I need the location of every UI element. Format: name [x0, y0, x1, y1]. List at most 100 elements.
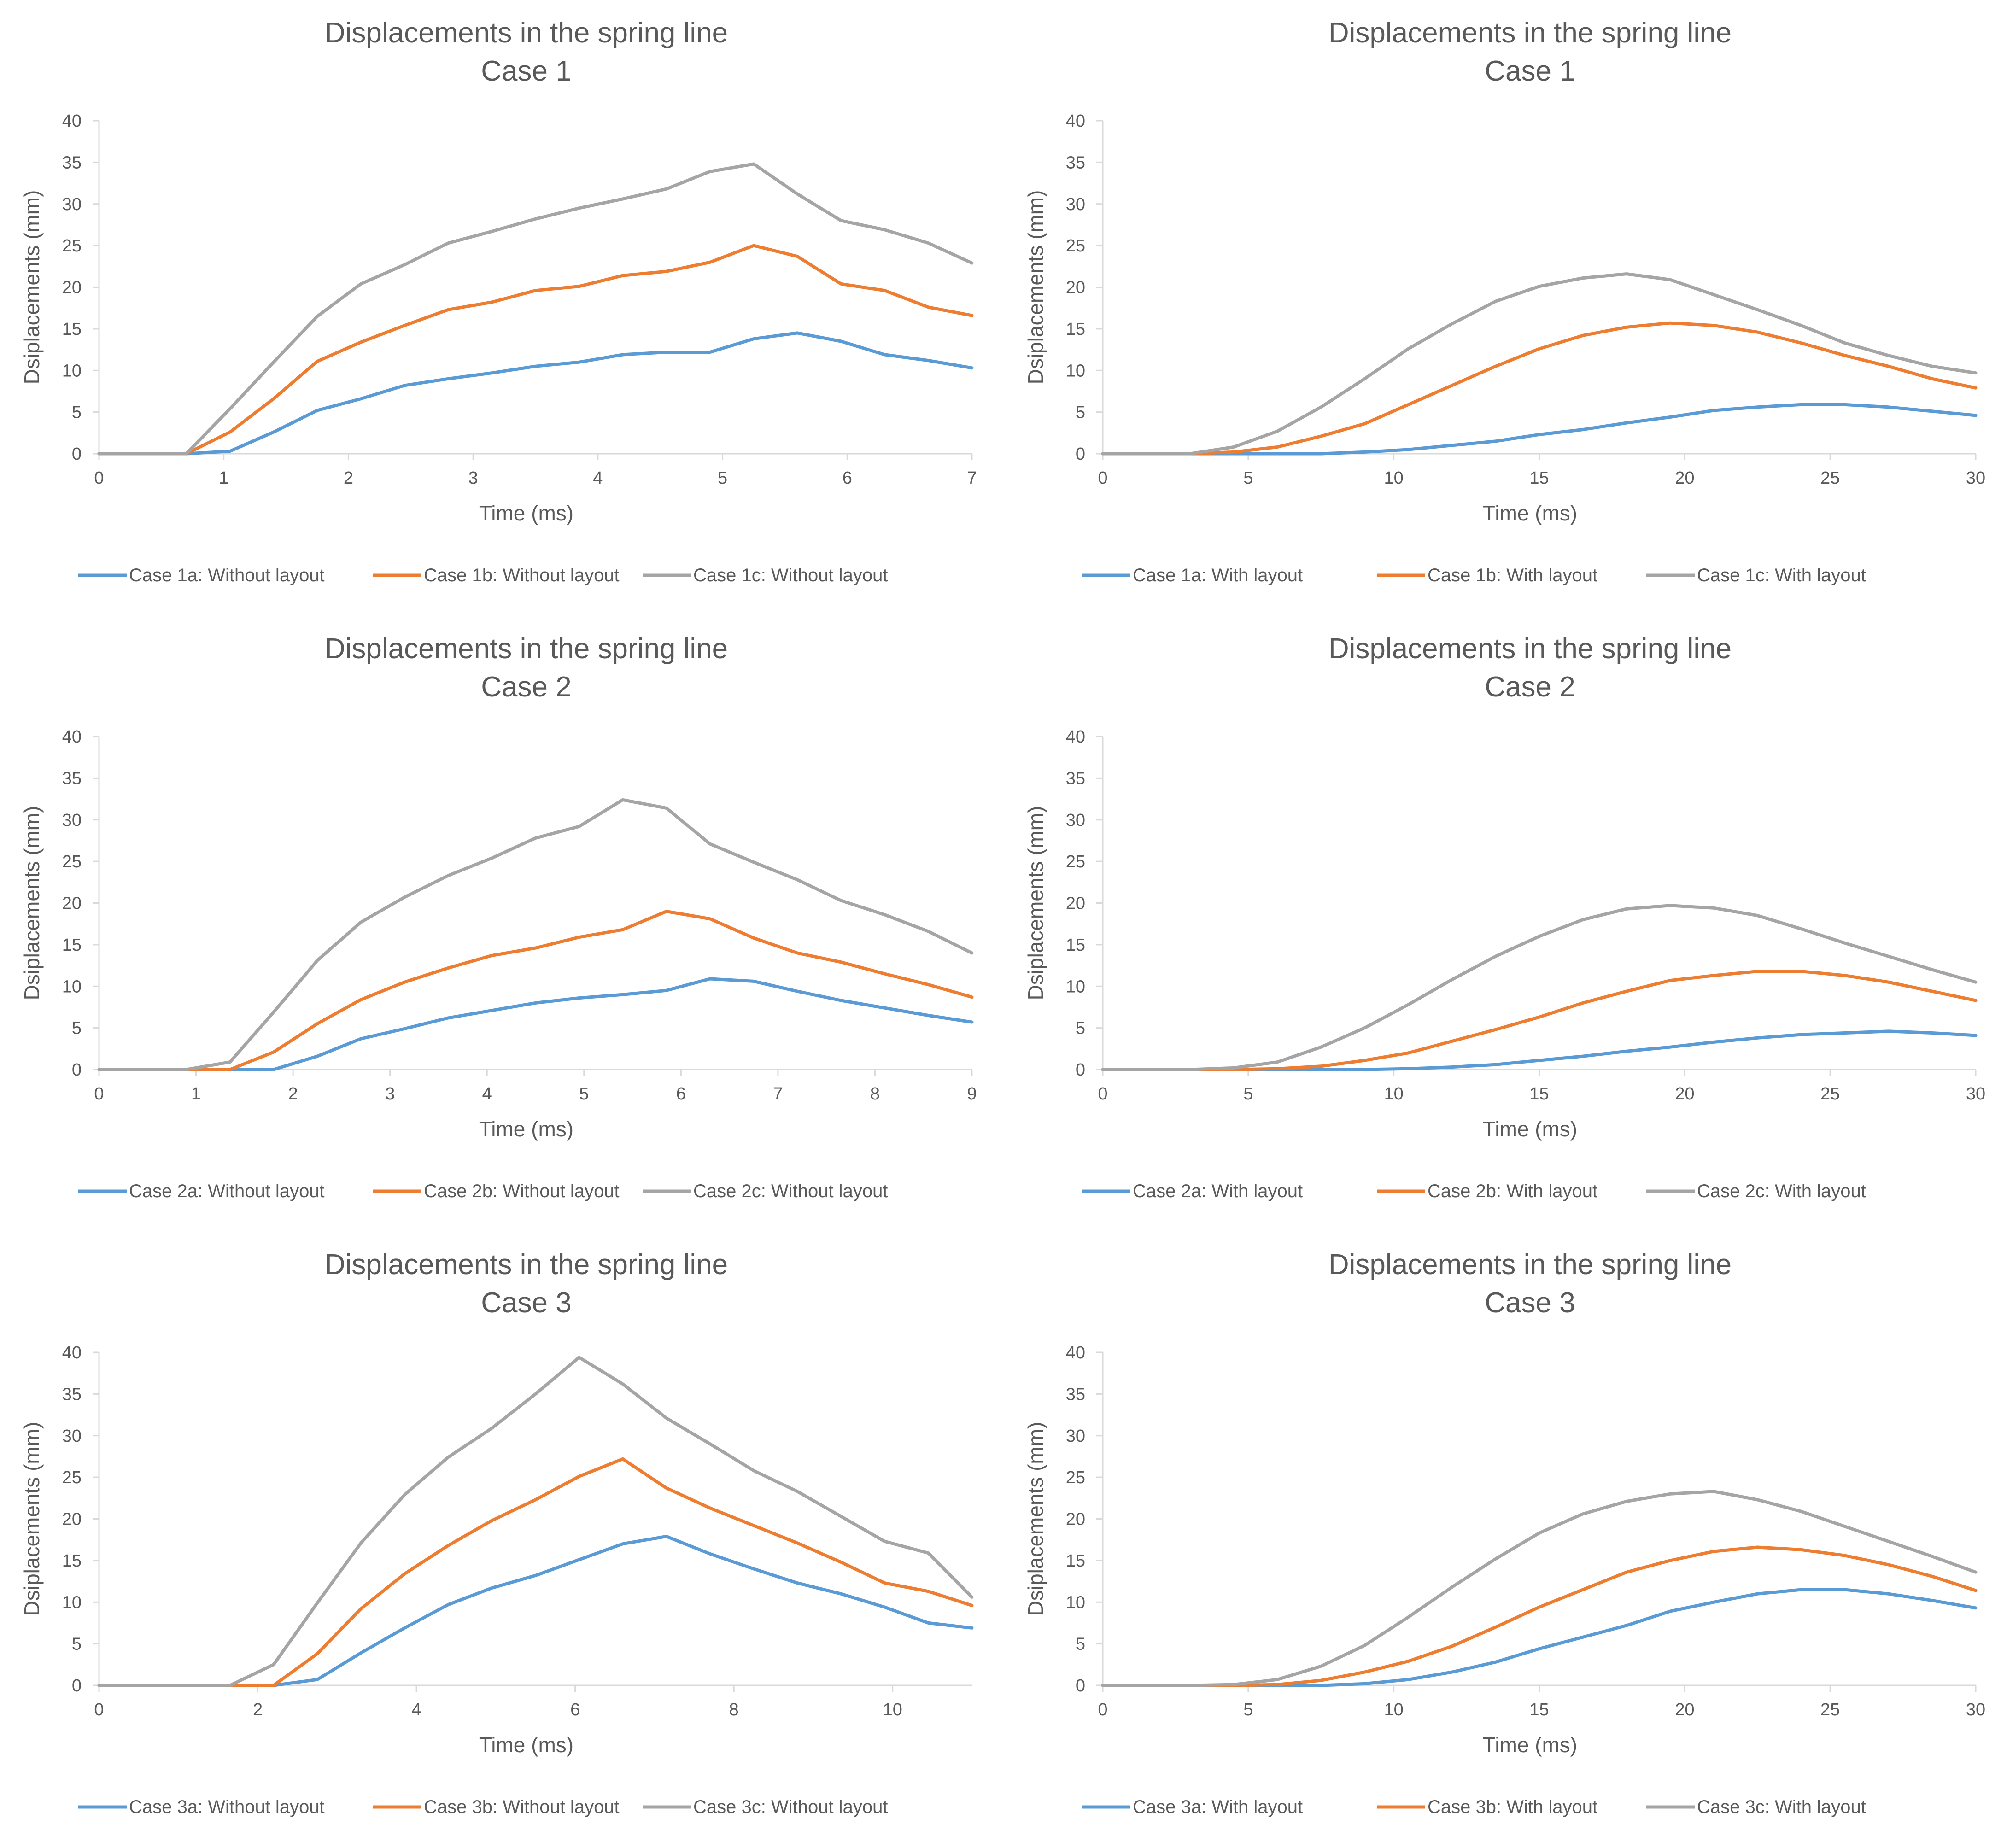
y-tick-label: 5 — [72, 1635, 82, 1654]
chart-subtitle: Case 2 — [481, 671, 571, 703]
legend-item[interactable]: Case 2c: With layout — [1646, 1181, 1866, 1201]
y-tick-label: 35 — [1066, 153, 1085, 172]
legend-item[interactable]: Case 1b: Without layout — [373, 565, 620, 585]
x-tick-label: 4 — [482, 1084, 492, 1104]
legend-item[interactable]: Case 1a: With layout — [1082, 565, 1303, 585]
x-axis-label: Time (ms) — [1483, 1733, 1577, 1757]
legend-label: Case 2b: Without layout — [424, 1181, 620, 1201]
legend-item[interactable]: Case 3c: Without layout — [643, 1797, 888, 1817]
y-tick-label: 5 — [1076, 403, 1085, 422]
y-tick-label: 0 — [72, 444, 82, 464]
chart-svg: Displacements in the spring line Case 2 0 5… — [20, 633, 977, 1201]
x-tick-label: 30 — [1966, 1084, 1985, 1104]
y-tick-label: 35 — [62, 1385, 82, 1404]
y-axis-label: Dsiplacements (mm) — [20, 1422, 44, 1616]
x-tick-label: 10 — [883, 1700, 902, 1719]
x-tick-label: 25 — [1820, 468, 1840, 488]
y-tick-label: 20 — [62, 278, 82, 298]
x-tick-label: 10 — [1384, 468, 1404, 488]
legend-item[interactable]: Case 3c: With layout — [1646, 1797, 1866, 1817]
chart-svg: Displacements in the spring line Case 3 0 5… — [20, 1249, 974, 1817]
x-tick-label: 6 — [570, 1700, 580, 1719]
y-tick-label: 10 — [1066, 1593, 1085, 1612]
legend-item[interactable]: Case 3a: Without layout — [78, 1797, 325, 1817]
y-tick-label: 25 — [62, 236, 82, 256]
y-tick-label: 10 — [1066, 977, 1085, 996]
x-tick-label: 5 — [718, 468, 727, 488]
chart-svg: Displacements in the spring line Case 1 0 5… — [1024, 17, 1985, 585]
chart-panel: Displacements in the spring line Case 1 0 5… — [1004, 0, 2007, 616]
series-line-1 — [1101, 970, 1978, 1071]
y-tick-label: 35 — [62, 769, 82, 788]
legend-label: Case 1b: Without layout — [424, 565, 620, 585]
legend-label: Case 2c: Without layout — [693, 1181, 888, 1201]
legend-item[interactable]: Case 1c: With layout — [1646, 565, 1866, 585]
chart-svg: Displacements in the spring line Case 1 0 5… — [20, 17, 977, 585]
y-tick-label: 25 — [62, 852, 82, 871]
chart-title: Displacements in the spring line — [1328, 633, 1732, 665]
y-tick-label: 0 — [72, 1676, 82, 1696]
legend-item[interactable]: Case 3b: With layout — [1377, 1797, 1597, 1817]
series-line-2 — [1101, 904, 1978, 1071]
legend-item[interactable]: Case 1b: With layout — [1377, 565, 1597, 585]
series-line-2 — [97, 162, 974, 456]
series-line-1 — [97, 910, 974, 1071]
chart-panel: Displacements in the spring line Case 1 0 5… — [0, 0, 1003, 616]
y-tick-label: 15 — [62, 320, 82, 339]
x-tick-label: 4 — [412, 1700, 421, 1719]
y-tick-label: 15 — [1066, 320, 1085, 339]
chart-subtitle: Case 3 — [1485, 1287, 1575, 1319]
y-axis-label: Dsiplacements (mm) — [20, 806, 44, 1000]
x-axis-label: Time (ms) — [1483, 501, 1577, 525]
x-axis-label: Time (ms) — [479, 1733, 573, 1757]
x-axis-label: Time (ms) — [1483, 1117, 1577, 1141]
y-tick-label: 0 — [1076, 1676, 1085, 1696]
y-tick-label: 15 — [1066, 1551, 1085, 1571]
x-tick-label: 0 — [94, 468, 104, 488]
y-axis-label: Dsiplacements (mm) — [1024, 1422, 1047, 1616]
series-line-0 — [97, 331, 974, 456]
chart-subtitle: Case 1 — [481, 55, 571, 87]
series-line-2 — [1101, 1490, 1978, 1687]
chart-title: Displacements in the spring line — [1328, 1249, 1732, 1281]
y-tick-label: 30 — [62, 195, 82, 214]
x-tick-label: 0 — [94, 1700, 104, 1719]
x-tick-label: 4 — [593, 468, 603, 488]
y-tick-label: 0 — [1076, 1060, 1085, 1080]
y-tick-label: 40 — [1066, 1343, 1085, 1363]
y-tick-label: 20 — [1066, 278, 1085, 298]
y-tick-label: 25 — [62, 1468, 82, 1487]
x-tick-label: 30 — [1966, 468, 1985, 488]
x-tick-label: 7 — [967, 468, 977, 488]
legend-label: Case 1b: With layout — [1428, 565, 1597, 585]
legend-item[interactable]: Case 2a: With layout — [1082, 1181, 1303, 1201]
x-tick-label: 15 — [1529, 468, 1549, 488]
y-tick-label: 35 — [1066, 769, 1085, 788]
y-tick-label: 35 — [62, 153, 82, 172]
legend-item[interactable]: Case 1c: Without layout — [643, 565, 888, 585]
legend-item[interactable]: Case 3b: Without layout — [373, 1797, 620, 1817]
x-tick-label: 20 — [1675, 1700, 1694, 1719]
x-tick-label: 7 — [773, 1084, 783, 1104]
x-tick-label: 0 — [1098, 1084, 1107, 1104]
x-tick-label: 0 — [1098, 468, 1107, 488]
x-tick-label: 20 — [1675, 1084, 1694, 1104]
chart-subtitle: Case 1 — [1485, 55, 1575, 87]
x-tick-label: 10 — [1384, 1700, 1404, 1719]
x-tick-label: 3 — [385, 1084, 395, 1104]
chart-panel: Displacements in the spring line Case 2 0 5… — [0, 616, 1003, 1232]
x-tick-label: 3 — [468, 468, 478, 488]
series-line-2 — [1101, 272, 1978, 456]
legend-item[interactable]: Case 1a: Without layout — [78, 565, 325, 585]
y-tick-label: 15 — [1066, 936, 1085, 955]
y-tick-label: 10 — [62, 1593, 82, 1612]
chart-title: Displacements in the spring line — [1328, 17, 1732, 49]
legend-label: Case 3c: With layout — [1697, 1797, 1866, 1817]
series-line-1 — [1101, 1545, 1978, 1687]
legend-item[interactable]: Case 2b: Without layout — [373, 1181, 620, 1201]
legend-item[interactable]: Case 3a: With layout — [1082, 1797, 1303, 1817]
legend-item[interactable]: Case 2b: With layout — [1377, 1181, 1597, 1201]
y-tick-label: 15 — [62, 1551, 82, 1571]
legend-item[interactable]: Case 2c: Without layout — [643, 1181, 888, 1201]
legend-item[interactable]: Case 2a: Without layout — [78, 1181, 325, 1201]
